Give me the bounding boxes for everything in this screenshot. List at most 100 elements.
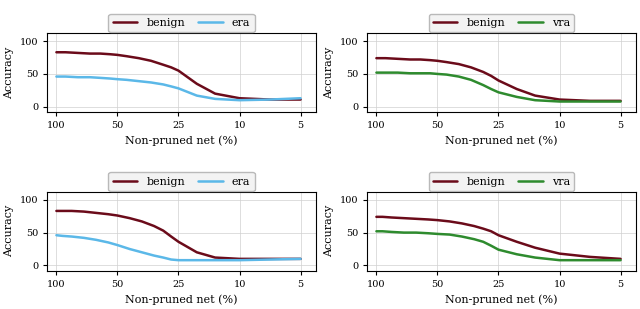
vra (556, 100, 563, 104)
era (159, 256, 167, 260)
benign (487, 230, 495, 233)
Y-axis label: Accuracy: Accuracy (4, 205, 14, 257)
benign (487, 74, 495, 78)
benign (297, 257, 305, 261)
benign (372, 215, 380, 219)
vra (458, 235, 466, 239)
benign (381, 56, 389, 60)
era (236, 258, 243, 262)
era (175, 87, 182, 90)
era (80, 236, 88, 240)
era (97, 76, 104, 80)
benign (443, 60, 451, 64)
benign (175, 69, 182, 73)
benign (556, 98, 563, 101)
X-axis label: Non-pruned net (%): Non-pruned net (%) (125, 294, 238, 305)
vra (479, 83, 487, 87)
Legend: benign, vra: benign, vra (429, 172, 575, 191)
benign (266, 98, 274, 101)
benign (388, 216, 396, 219)
benign (513, 240, 521, 244)
benign (586, 255, 594, 259)
benign (236, 96, 243, 100)
benign (617, 99, 625, 103)
benign (97, 52, 104, 55)
vra (487, 244, 495, 248)
era (159, 83, 167, 86)
benign (52, 50, 60, 54)
vra (617, 100, 625, 104)
era (114, 77, 122, 81)
benign (114, 53, 122, 57)
benign (556, 252, 563, 256)
benign (379, 215, 387, 219)
benign (92, 211, 100, 215)
era (167, 258, 175, 261)
vra (556, 258, 563, 262)
era (92, 238, 100, 242)
benign (426, 58, 434, 62)
vra (495, 91, 502, 94)
vra (455, 75, 463, 78)
benign (479, 70, 487, 74)
vra (372, 230, 380, 233)
benign (167, 66, 175, 69)
Y-axis label: Accuracy: Accuracy (324, 46, 334, 99)
benign (467, 66, 475, 69)
benign (150, 224, 158, 228)
era (135, 79, 143, 83)
Line: benign: benign (56, 211, 301, 259)
benign (479, 227, 487, 231)
benign (434, 59, 442, 63)
X-axis label: Non-pruned net (%): Non-pruned net (%) (125, 136, 238, 146)
vra (412, 231, 420, 235)
benign (470, 224, 478, 228)
benign (59, 209, 67, 213)
era (175, 258, 182, 262)
benign (417, 58, 424, 61)
era (138, 251, 146, 254)
benign (406, 58, 414, 61)
benign (175, 240, 182, 244)
benign (211, 256, 219, 260)
era (61, 75, 69, 78)
vra (424, 231, 432, 235)
era (150, 254, 158, 257)
vra (495, 248, 502, 252)
Line: benign: benign (56, 52, 301, 99)
benign (193, 82, 201, 86)
vra (426, 71, 434, 75)
vra (513, 252, 521, 256)
benign (123, 54, 131, 58)
vra (513, 95, 521, 99)
era (104, 241, 112, 244)
Legend: benign, era: benign, era (108, 172, 255, 191)
vra (479, 240, 487, 244)
era (74, 75, 82, 79)
benign (126, 216, 134, 220)
era (266, 258, 274, 261)
vra (487, 87, 495, 91)
vra (531, 256, 539, 260)
benign (446, 220, 454, 223)
era (126, 247, 134, 251)
era (236, 98, 243, 102)
era (193, 94, 201, 97)
vra (467, 78, 475, 82)
vra (617, 258, 625, 262)
vra (434, 232, 442, 236)
Y-axis label: Accuracy: Accuracy (324, 205, 334, 257)
Line: vra: vra (376, 231, 621, 260)
Line: era: era (56, 235, 301, 260)
benign (106, 53, 114, 56)
era (297, 96, 305, 100)
era (211, 97, 219, 101)
vra (531, 98, 539, 102)
benign (372, 56, 380, 60)
benign (297, 98, 305, 101)
era (123, 78, 131, 82)
vra (586, 258, 594, 262)
era (68, 235, 76, 239)
era (106, 77, 114, 80)
era (266, 98, 274, 101)
